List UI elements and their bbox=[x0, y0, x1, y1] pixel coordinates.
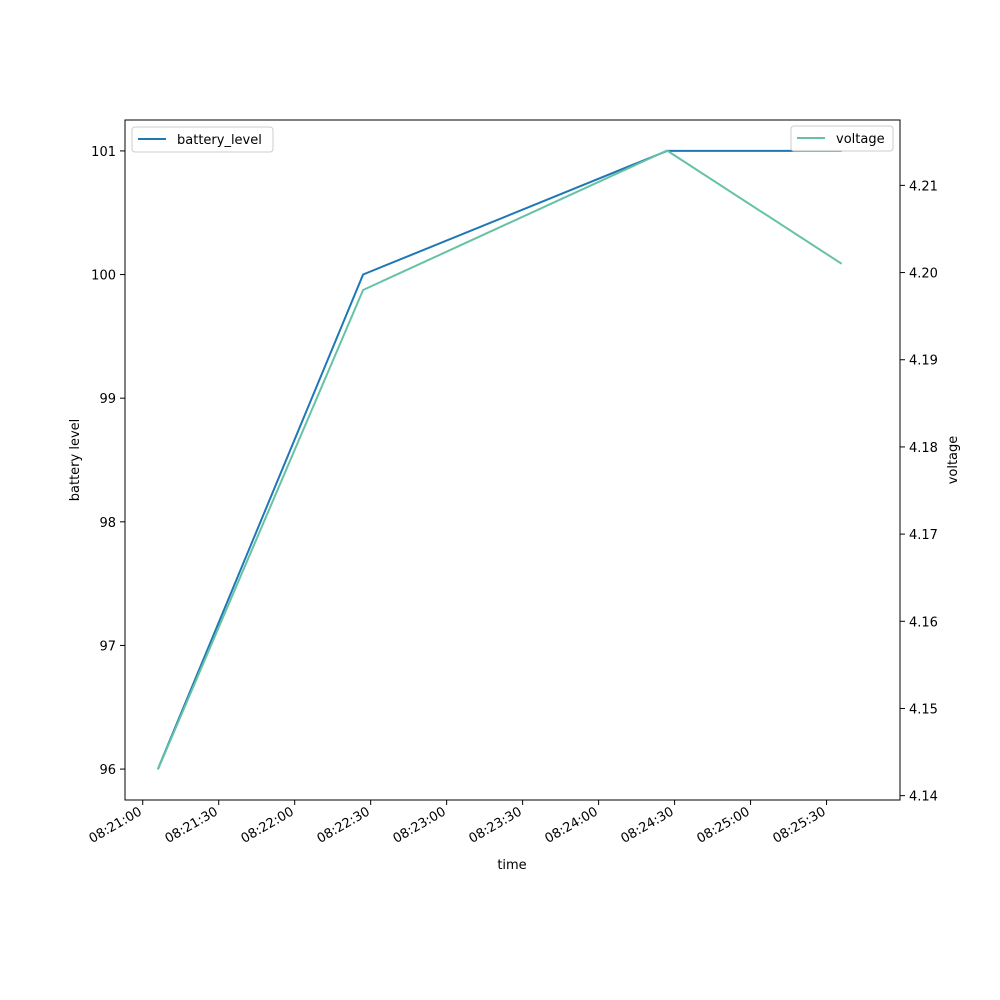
y-axis-right-label: voltage bbox=[946, 436, 961, 485]
legend-right: voltage bbox=[790, 125, 894, 152]
y-left-tick-label: 100 bbox=[91, 269, 116, 284]
y-right-tick-label: 4.15 bbox=[909, 702, 938, 717]
plot-frame bbox=[124, 119, 901, 801]
legend-label-battery-level: battery_level bbox=[177, 133, 262, 148]
y-axis-left: 96 97 98 99 100 101 bbox=[91, 145, 125, 778]
y-right-tick-label: 4.21 bbox=[909, 179, 938, 194]
y-axis-left-label: battery level bbox=[68, 419, 83, 502]
legend-right-box bbox=[790, 125, 894, 152]
y-right-tick-label: 4.14 bbox=[909, 790, 938, 805]
legend-left-box bbox=[131, 126, 274, 153]
legend-left: battery_level bbox=[131, 126, 274, 153]
y-right-tick-label: 4.20 bbox=[909, 267, 938, 282]
legend-label-voltage: voltage bbox=[836, 132, 885, 147]
series-line-voltage bbox=[156, 149, 843, 770]
y-left-tick-label: 98 bbox=[99, 516, 116, 531]
y-right-tick-label: 4.19 bbox=[909, 354, 938, 369]
y-left-tick-label: 99 bbox=[99, 392, 116, 407]
y-left-tick-label: 97 bbox=[99, 639, 116, 654]
y-left-tick-label: 96 bbox=[99, 763, 116, 778]
y-axis-right: 4.14 4.15 4.16 4.17 4.18 4.19 4.20 4.21 bbox=[900, 179, 938, 805]
x-axis-label: time bbox=[497, 858, 526, 873]
series-line-battery-level bbox=[156, 149, 842, 770]
y-right-tick-label: 4.17 bbox=[909, 528, 938, 543]
y-right-tick-label: 4.16 bbox=[909, 615, 938, 630]
y-right-tick-label: 4.18 bbox=[909, 441, 938, 456]
y-left-tick-label: 101 bbox=[91, 145, 116, 160]
plot-lines bbox=[156, 149, 843, 770]
